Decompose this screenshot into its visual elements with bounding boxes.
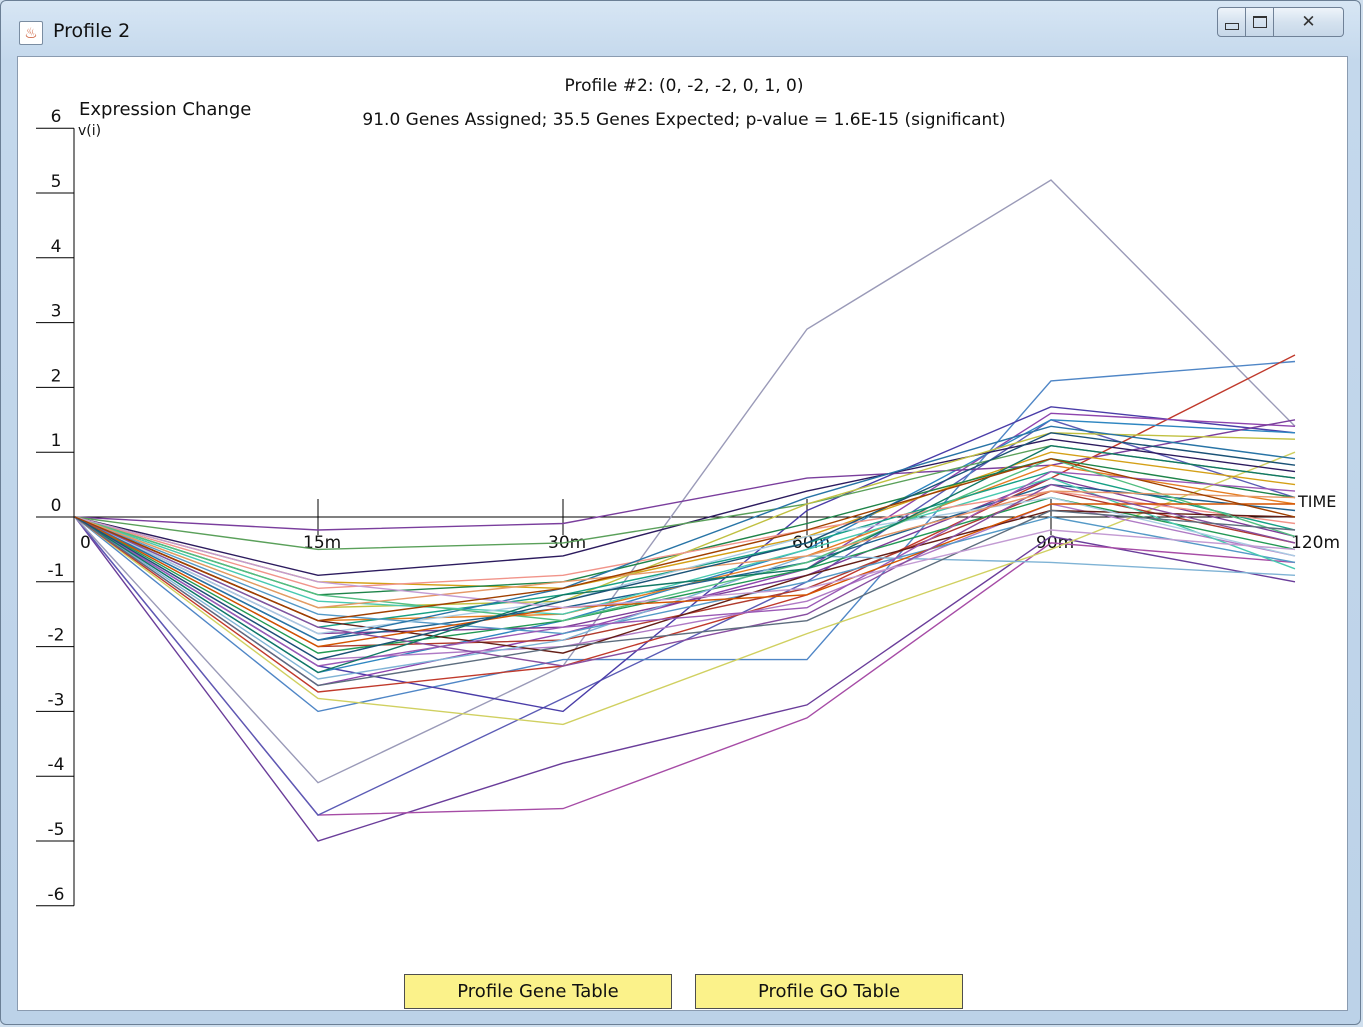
chart-subtitle: 91.0 Genes Assigned; 35.5 Genes Expected… <box>362 110 1005 130</box>
y-tick-label: 1 <box>51 431 62 451</box>
x-tick-label: 120m <box>1291 533 1340 553</box>
profile-panel: Profile #2: (0, -2, -2, 0, 1, 0) 91.0 Ge… <box>17 56 1348 1011</box>
gene-series-line <box>74 470 1296 628</box>
y-tick-label: 2 <box>51 366 62 386</box>
minimize-button[interactable] <box>1217 7 1246 37</box>
gene-series-line <box>74 483 1296 667</box>
y-tick-label: 3 <box>51 302 62 322</box>
y-tick-label: -2 <box>48 626 65 646</box>
gene-series-line <box>74 457 1296 622</box>
x-tick-label: 15m <box>303 533 341 553</box>
gene-series-line <box>74 496 1296 654</box>
gene-series-line <box>74 509 1296 687</box>
title-bar[interactable]: ♨ Profile 2 ✕ <box>1 1 1360 57</box>
series-layer <box>74 179 1296 842</box>
gene-series-line <box>74 516 1296 635</box>
y-tick-label: -5 <box>48 820 65 840</box>
gene-series-line <box>74 457 1296 622</box>
y-tick-label: 4 <box>51 237 62 257</box>
y-axis-sublabel: v(i) <box>78 123 101 139</box>
profile-chart: Profile #2: (0, -2, -2, 0, 1, 0) 91.0 Ge… <box>36 76 1340 907</box>
y-tick-label: -3 <box>48 690 65 710</box>
gene-series-line <box>74 425 1296 641</box>
gene-series-line <box>74 432 1296 661</box>
close-icon: ✕ <box>1301 12 1316 32</box>
profile-go-table-button[interactable]: Profile GO Table <box>695 974 963 1009</box>
x-axis-label: TIME <box>1297 492 1336 511</box>
x-tick-label: 0 <box>80 533 91 553</box>
maximize-icon <box>1252 16 1267 28</box>
gene-series-line <box>74 444 1296 674</box>
y-tick-label: -6 <box>48 885 65 905</box>
gene-series-line <box>74 516 1296 842</box>
y-tick-label: -4 <box>48 755 65 775</box>
maximize-button[interactable] <box>1246 7 1274 37</box>
y-axis-label: Expression Change <box>79 99 251 120</box>
y-tick-label: 0 <box>51 496 62 516</box>
close-button[interactable]: ✕ <box>1274 7 1344 37</box>
y-tick-label: -1 <box>48 561 65 581</box>
gene-series-line <box>74 470 1296 667</box>
profile-gene-table-button[interactable]: Profile Gene Table <box>404 974 672 1009</box>
gene-series-line <box>74 503 1295 648</box>
window-title: Profile 2 <box>53 20 131 42</box>
y-tick-label: 5 <box>51 172 62 192</box>
java-app-icon: ♨ <box>19 21 43 45</box>
gene-series-line <box>74 490 1296 609</box>
y-tick-label: 6 <box>51 107 62 127</box>
gene-series-line <box>74 360 1296 713</box>
gene-series-line <box>74 490 1296 590</box>
x-tick-label: 30m <box>548 533 586 553</box>
gene-series-line <box>74 516 1296 609</box>
gene-series-line <box>74 179 1296 784</box>
chart-title: Profile #2: (0, -2, -2, 0, 1, 0) <box>565 76 804 96</box>
minimize-icon <box>1224 22 1239 30</box>
caption-buttons: ✕ <box>1217 7 1344 39</box>
